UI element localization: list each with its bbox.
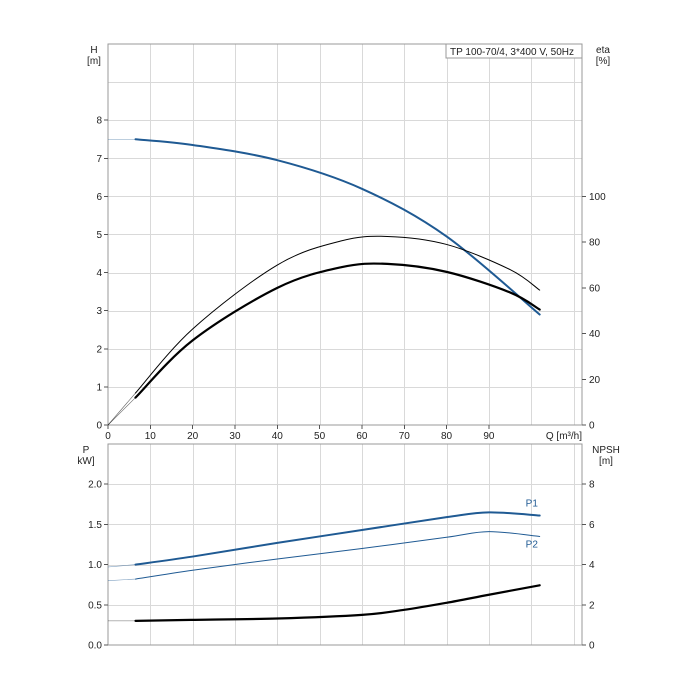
- y-tick-label: 0.5: [88, 600, 102, 611]
- bottom-y2-axis-label: NPSH: [592, 445, 620, 456]
- y-tick-label: 4: [96, 268, 102, 279]
- curve-h: [134, 138, 541, 316]
- y2-tick-label: 100: [589, 192, 606, 203]
- x-tick-label: 10: [145, 431, 157, 442]
- x-tick-label: 40: [272, 431, 284, 442]
- y2-tick-label: 80: [589, 238, 601, 249]
- x-tick-label: 0: [105, 431, 111, 442]
- y2-tick-label: 0: [589, 641, 595, 652]
- x-tick-label: 60: [356, 431, 368, 442]
- top-curves: [107, 138, 541, 426]
- x-tick-label: 90: [483, 431, 495, 442]
- y-tick-label: 3: [96, 306, 102, 317]
- top-y-axis-unit: [m]: [87, 56, 101, 67]
- curve-eta-thin: [135, 235, 541, 394]
- series-label-p1: P1: [526, 499, 539, 510]
- top-y-axis-label: H: [90, 45, 97, 56]
- bottom-y-axis-unit: kW]: [77, 456, 94, 467]
- curve-p2: [135, 531, 541, 580]
- bottom-grid: [108, 444, 582, 645]
- top-y2-axis-unit: [%]: [596, 56, 611, 67]
- y-tick-label: 0: [96, 421, 102, 432]
- y-tick-label: 2: [96, 344, 102, 355]
- bottom-plot-frame: [107, 443, 583, 646]
- curve-eta-thin-extension: [107, 392, 136, 426]
- curve-p2-extension: [107, 578, 136, 581]
- top-x-axis-label: Q [m³/h]: [546, 431, 582, 442]
- y2-tick-label: 4: [589, 560, 595, 571]
- x-tick-label: 70: [399, 431, 411, 442]
- curve-p1: [134, 511, 541, 566]
- y-tick-label: 1.5: [88, 520, 102, 531]
- legend-title: TP 100-70/4, 3*400 V, 50Hz: [450, 47, 574, 58]
- y-tick-label: 1: [96, 382, 102, 393]
- y-tick-label: 6: [96, 192, 102, 203]
- y-tick-label: 8: [96, 116, 102, 127]
- y2-tick-label: 60: [589, 283, 601, 294]
- series-label-p2: P2: [526, 539, 539, 550]
- top-y2-axis-label: eta: [596, 45, 610, 56]
- bottom-curves: P1 P2: [107, 499, 541, 622]
- bottom-y-axis-label: P: [83, 445, 90, 456]
- curve-npsh: [134, 584, 541, 622]
- curve-eta-thick: [134, 262, 541, 399]
- y2-tick-label: 0: [589, 421, 595, 432]
- bottom-panel: P1 P2 0.0 0.5 1.0 1.5 2.0 0 2 4 6 8 P kW] NPSH [m]: [77, 443, 620, 652]
- top-grid: [108, 44, 582, 425]
- y2-tick-label: 40: [589, 329, 601, 340]
- x-tick-label: 20: [187, 431, 199, 442]
- curve-eta-thick-extension: [107, 397, 136, 426]
- x-tick-label: 30: [229, 431, 241, 442]
- y2-tick-label: 8: [589, 480, 595, 491]
- bottom-y2-axis-unit: [m]: [599, 456, 613, 467]
- legend-box: TP 100-70/4, 3*400 V, 50Hz: [445, 43, 583, 59]
- y-tick-label: 0.0: [88, 641, 102, 652]
- y2-tick-label: 2: [589, 600, 595, 611]
- y-tick-label: 2.0: [88, 480, 102, 491]
- y2-tick-label: 20: [589, 375, 601, 386]
- x-tick-label: 50: [314, 431, 326, 442]
- x-tick-label: 80: [441, 431, 453, 442]
- y-tick-label: 1.0: [88, 560, 102, 571]
- bottom-ticks: 0.0 0.5 1.0 1.5 2.0 0 2 4 6 8: [88, 480, 595, 652]
- y-tick-label: 5: [96, 230, 102, 241]
- curve-p1-extension: [107, 564, 136, 568]
- y-tick-label: 7: [96, 154, 102, 165]
- y2-tick-label: 6: [589, 520, 595, 531]
